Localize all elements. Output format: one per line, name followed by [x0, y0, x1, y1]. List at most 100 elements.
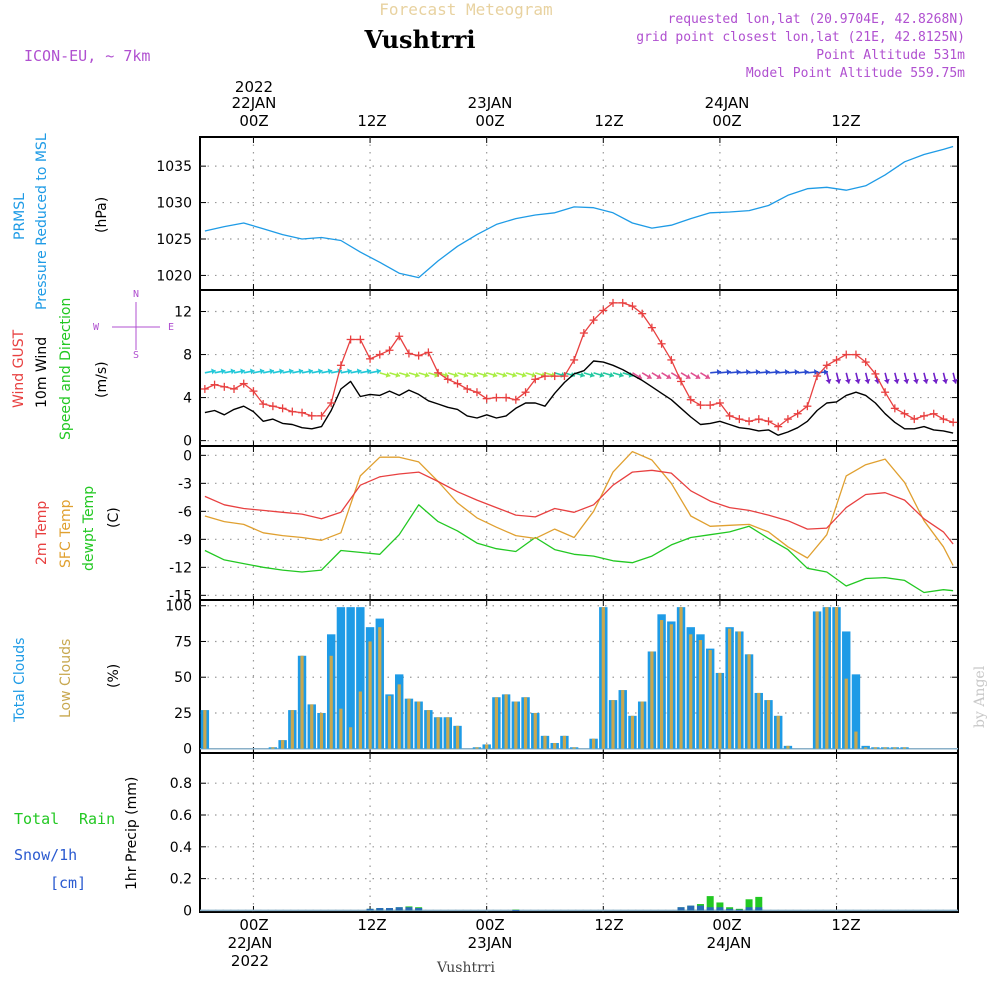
precip-total-label: Total: [14, 810, 59, 828]
bottom-location: Vushtrri: [436, 960, 495, 976]
pressure-panel: 1020 1025 1030 1035: [156, 136, 959, 291]
pressure-unit: (hPa): [94, 197, 110, 233]
low-cloud-bar: [203, 710, 207, 749]
wind-barb-head: [279, 368, 284, 375]
wind-barb-head: [823, 369, 829, 376]
wind-barb-head: [269, 368, 274, 375]
low-cloud-bar: [504, 694, 508, 749]
wind-barb-head: [230, 368, 236, 375]
plot-area: 1020 1025 1030 1035 0 4 8 12 0 -3 -6 -9 -12 -15 0 25 50 7…: [156, 136, 959, 919]
low-cloud-bar: [290, 710, 294, 749]
snow-bar: [512, 909, 520, 911]
low-cloud-bar: [679, 607, 683, 749]
snow-bar: [366, 908, 374, 911]
low-cloud-bar: [514, 701, 518, 749]
low-cloud-bar: [883, 747, 887, 749]
wind-10m-line: [204, 360, 954, 436]
wind-barb-head: [347, 368, 352, 375]
rain-bar: [755, 896, 763, 911]
wind-barb-head: [646, 373, 652, 380]
wind-barb-head: [716, 369, 722, 376]
low-cloud-bar: [776, 715, 780, 749]
low-cloud-bar: [591, 738, 596, 749]
wind-barb-head: [765, 369, 770, 376]
low-cloud-bar: [417, 701, 421, 749]
low-cloud-bar: [728, 628, 732, 749]
pressure-label-full: Pressure Reduced to MSL: [34, 133, 50, 310]
wind-barb-head: [666, 373, 672, 380]
top-hour-0: 00Z: [239, 112, 268, 130]
low-cloud-bar: [378, 627, 382, 749]
wind-10m-label: 10m Wind: [34, 337, 50, 408]
bottom-hour-0: 00Z: [239, 916, 268, 934]
low-cloud-bar: [854, 731, 858, 749]
rain-bar: [716, 902, 724, 911]
wind-barb-head: [784, 369, 790, 376]
wind-barb-head: [511, 371, 517, 378]
cloud-unit: (%): [106, 664, 122, 688]
low-cloud-bar: [640, 701, 644, 749]
wind-ytick-label: 8: [183, 348, 192, 364]
wind-barb-head: [424, 371, 430, 378]
low-cloud-bar: [737, 631, 741, 749]
wind-barb-head: [327, 368, 333, 375]
wind-barb-head: [579, 371, 585, 378]
wind-barb-head: [825, 378, 832, 384]
compass-s: S: [133, 350, 139, 361]
snow-bar: [706, 907, 714, 911]
precip-ytick-label: 0.8: [170, 776, 192, 792]
wind-barb-head: [854, 378, 861, 384]
low-cloud-bar: [339, 708, 343, 749]
clouds-ytick-label: 100: [165, 599, 192, 615]
wind-barb-head: [288, 368, 294, 375]
snow-bar: [745, 907, 753, 911]
low-cloud-bar: [368, 641, 372, 749]
low-cloud-bar: [523, 697, 528, 749]
pressure-ytick-label: 1025: [156, 232, 192, 248]
wind-ytick-label: 0: [183, 434, 192, 450]
bottom-hour-5: 12Z: [831, 916, 860, 934]
top-day-22jan: 22JAN: [232, 94, 277, 112]
wind-barb-head: [453, 371, 459, 378]
sfc-temp-line: [204, 450, 954, 566]
pressure-ytick-label: 1020: [156, 268, 192, 284]
total-cloud-bar: [336, 607, 346, 749]
total-cloud-bar: [346, 607, 355, 749]
rain-bar: [745, 899, 753, 911]
low-cloud-bar: [766, 700, 771, 749]
clouds-ytick-label: 75: [174, 634, 192, 650]
snow-bar: [687, 905, 695, 911]
wind-barb-head: [385, 371, 391, 378]
low-cloud-bar: [300, 655, 304, 749]
pressure-label-prmsl: PRMSL: [12, 193, 28, 240]
wind-panel: 0 4 8 12: [174, 289, 959, 450]
low-cloud-bar: [864, 747, 868, 749]
low-cloud-bar: [562, 735, 567, 749]
low-cloud-bar: [494, 697, 498, 749]
wind-barb-head: [211, 368, 216, 375]
low-cloud-bar: [893, 747, 897, 749]
precip-snow-unit: [cm]: [50, 874, 86, 892]
wind-barb-head: [903, 378, 910, 384]
wind-barb-head: [308, 368, 313, 375]
wind-barb-head: [845, 378, 851, 384]
wind-barb-head: [356, 368, 362, 375]
temp-sfc-label: SFC Temp: [58, 499, 74, 568]
compass-rose: W E N S: [93, 289, 174, 361]
snow-bar: [726, 908, 734, 911]
low-cloud-bar: [650, 651, 654, 749]
precip-rain-label: Rain: [79, 810, 115, 828]
low-cloud-bar: [543, 735, 547, 749]
total-cloud-bar: [356, 607, 365, 749]
compass-w: W: [93, 322, 100, 333]
top-hour-2: 00Z: [475, 112, 504, 130]
bottom-day-23jan: 23JAN: [468, 934, 513, 952]
wind-barb-head: [609, 371, 614, 378]
location-title: Vushtrri: [364, 25, 476, 54]
bottom-hour-4: 00Z: [712, 916, 741, 934]
compass-e: E: [168, 322, 174, 333]
snow-bar: [696, 905, 704, 911]
snow-bar: [415, 908, 423, 911]
temp-unit: (C): [106, 507, 122, 528]
